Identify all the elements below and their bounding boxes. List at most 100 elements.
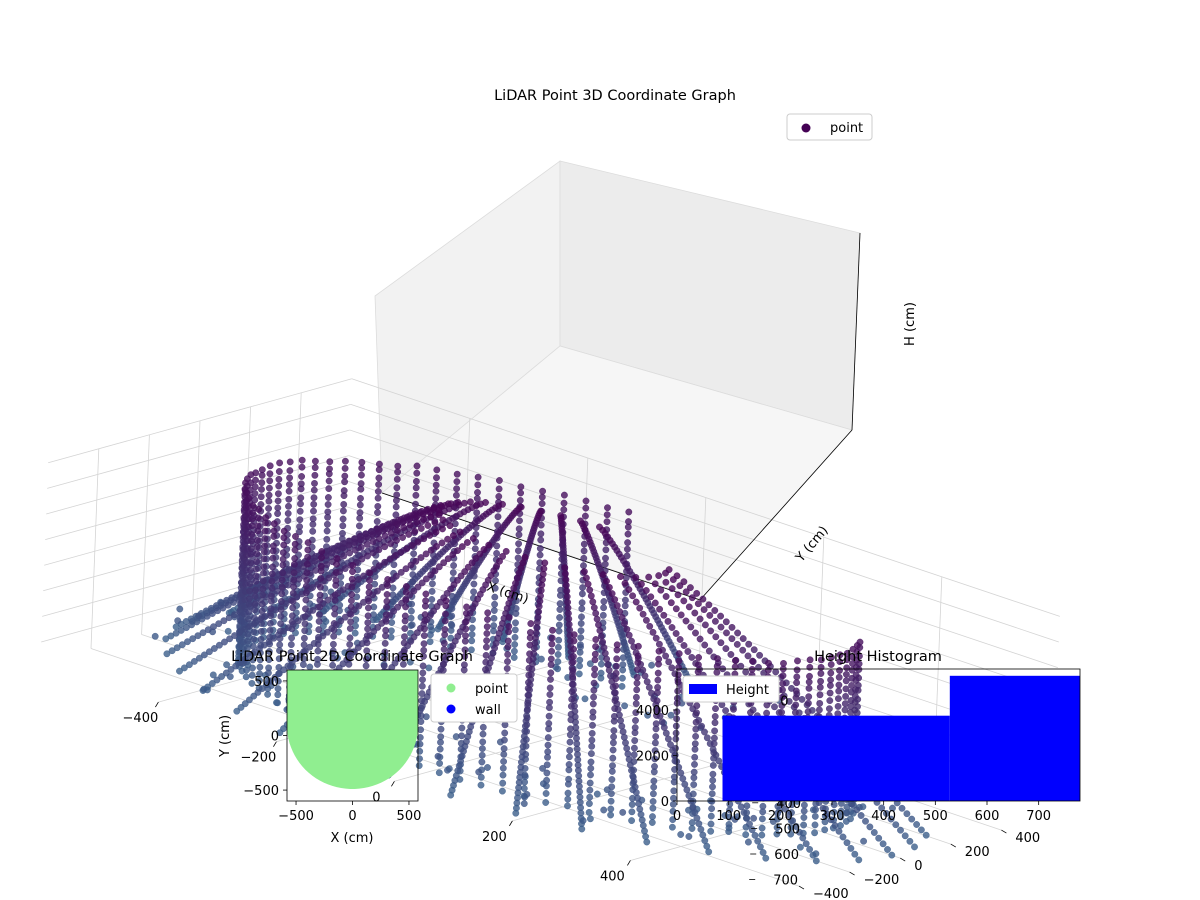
scatter-3d-point <box>805 699 812 707</box>
scatter-3d-point <box>674 678 682 686</box>
scatter-3d-point <box>543 761 551 769</box>
scatter-3d-point <box>651 747 659 754</box>
scatter-3d-point <box>260 563 268 571</box>
scatter-3d-point <box>578 825 586 833</box>
scatter-3d-point <box>304 539 312 546</box>
scatter-3d-point <box>848 688 855 696</box>
scatter-3d-point <box>548 647 555 655</box>
scatter-3d-point <box>303 569 311 577</box>
scatter-3d-point <box>394 468 401 476</box>
scatter-3d-point <box>611 689 619 697</box>
scatter-3d-point <box>608 768 616 775</box>
scatter-3d-point <box>375 481 382 488</box>
scatter-3d-point <box>200 651 208 659</box>
scatter-3d-point <box>232 662 240 670</box>
scatter-3d-point <box>365 597 373 605</box>
scatter-3d-point <box>817 664 825 671</box>
scatter-3d-point <box>677 769 685 777</box>
scatter-3d-point <box>375 535 383 543</box>
scatter-3d-point <box>462 618 470 625</box>
scatter-3d-point <box>505 628 512 636</box>
scatter-3d-point <box>389 591 397 599</box>
scatter-3d-point <box>578 613 585 621</box>
scatter-3d-point <box>692 725 700 733</box>
scatter-3d-point <box>632 717 639 724</box>
scatter-3d-point <box>274 691 282 699</box>
scatter-3d-point <box>526 641 534 649</box>
scatter-3d-point <box>648 689 655 697</box>
scatter-3d-point <box>432 487 440 495</box>
scatter-3d-point <box>576 656 584 664</box>
scatter-3d-point <box>656 640 663 648</box>
scatter-3d-point <box>413 518 421 526</box>
scatter-3d-point <box>387 529 395 537</box>
scatter-3d-point <box>538 655 545 663</box>
scatter-3d-point <box>440 646 448 653</box>
scatter-3d-point <box>812 857 820 865</box>
y-tick-label-2d: 500 <box>254 675 279 690</box>
scatter-3d-point <box>671 757 679 765</box>
scatter-3d-point <box>276 647 283 654</box>
scatter-3d-point <box>303 560 311 568</box>
scatter-3d-point <box>393 484 401 492</box>
scatter-3d-point <box>290 583 297 591</box>
scatter-3d-point <box>418 697 426 704</box>
scatter-3d-point <box>200 685 208 693</box>
scatter-3d-point <box>643 616 650 624</box>
scatter-3d-point <box>633 686 641 694</box>
scatter-3d-point <box>660 611 668 619</box>
scatter-3d-point <box>449 569 457 576</box>
scatter-3d-point <box>800 807 808 815</box>
scatter-3d-point <box>691 745 699 753</box>
scatter-3d-point <box>782 805 790 813</box>
scatter-3d-point <box>433 466 441 474</box>
legend-2d: point wall <box>430 673 518 723</box>
scatter-3d-point <box>730 705 737 713</box>
scatter-3d-point <box>669 576 677 583</box>
scatter-3d-point <box>512 619 519 627</box>
scatter-3d-point <box>246 573 254 581</box>
scatter-3d-point <box>441 617 449 625</box>
scatter-3d-point <box>296 516 304 524</box>
scatter-3d-point <box>400 524 408 531</box>
scatter-3d-point <box>712 633 720 641</box>
scatter-3d-point <box>230 599 237 606</box>
scatter-3d-point <box>764 666 772 674</box>
scatter-3d-point <box>578 599 586 607</box>
scatter-3d-point <box>723 629 730 637</box>
scatter-3d-point <box>700 606 708 613</box>
scatter-3d-point <box>301 613 309 621</box>
scatter-3d-point <box>251 483 259 491</box>
scatter-3d-point <box>654 676 662 684</box>
scatter-3d-point <box>311 457 319 465</box>
scatter-3d-point <box>675 650 683 657</box>
scatter-3d-point <box>546 684 554 692</box>
scatter-3d-point <box>366 569 374 577</box>
scatter-3d-point <box>848 800 856 808</box>
scatter-3d-point <box>641 672 649 680</box>
scatter-3d-point <box>662 593 670 600</box>
scatter-3d-point <box>271 673 279 681</box>
scatter-3d-point <box>898 804 906 812</box>
scatter-3d-point <box>470 588 477 596</box>
scatter-3d-point <box>517 483 525 491</box>
scatter-3d-point <box>498 787 506 795</box>
scatter-3d-point <box>329 647 337 655</box>
scatter-3d-point <box>268 584 276 592</box>
scatter-3d-point <box>835 681 843 689</box>
scatter-3d-point <box>428 580 436 588</box>
scatter-3d-point <box>399 518 407 526</box>
scatter-3d-point <box>524 691 532 699</box>
scatter-3d-point <box>711 727 718 735</box>
scatter-3d-point <box>710 754 717 762</box>
scatter-3d-point <box>184 638 191 646</box>
scatter-3d-point <box>827 816 835 824</box>
scatter-3d-point <box>454 547 461 554</box>
scatter-3d-point <box>245 696 253 704</box>
histogram-bar <box>949 675 1080 801</box>
scatter-3d-point <box>254 537 261 544</box>
scatter-3d-point <box>297 494 305 502</box>
scatter-3d-point <box>259 585 267 593</box>
scatter-3d-point <box>682 617 690 625</box>
